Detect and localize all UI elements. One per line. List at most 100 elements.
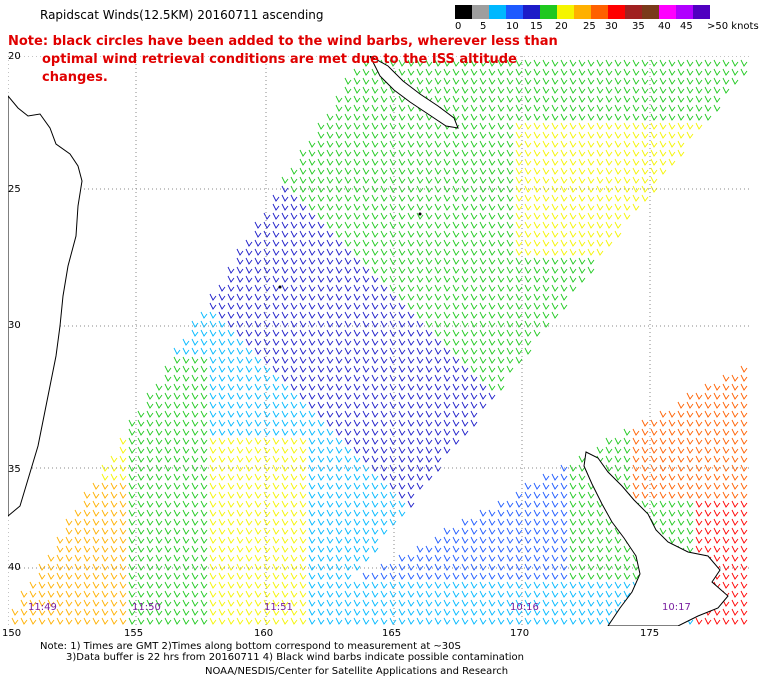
- wind-barb: [470, 203, 478, 211]
- wind-barb: [713, 554, 721, 562]
- wind-barb: [155, 608, 163, 616]
- wind-barb: [344, 239, 352, 247]
- wind-barb: [245, 455, 253, 463]
- wind-barb: [713, 482, 721, 490]
- wind-barb: [479, 212, 487, 220]
- wind-barb: [227, 419, 235, 427]
- wind-barb: [326, 176, 334, 184]
- wind-barb: [569, 491, 577, 499]
- wind-barb: [362, 473, 370, 481]
- wind-barb: [245, 509, 253, 517]
- wind-barb: [164, 608, 172, 616]
- wind-barb: [407, 419, 415, 427]
- wind-barb: [416, 554, 424, 562]
- wind-barb: [515, 275, 523, 283]
- wind-barb: [515, 491, 523, 499]
- wind-barb: [578, 221, 586, 229]
- wind-barb: [398, 266, 406, 274]
- wind-barb: [506, 122, 514, 130]
- wind-barb: [380, 149, 388, 157]
- wind-barb: [551, 230, 559, 238]
- wind-barb: [596, 599, 604, 607]
- wind-barb: [335, 302, 343, 310]
- wind-barb: [722, 527, 730, 535]
- wind-barb: [677, 86, 685, 94]
- wind-barb: [245, 608, 253, 616]
- wind-barb: [416, 446, 424, 454]
- wind-barb: [389, 140, 397, 148]
- wind-barb: [461, 113, 469, 121]
- wind-barb: [479, 401, 487, 409]
- wind-barb: [479, 113, 487, 121]
- wind-barb: [56, 599, 64, 607]
- wind-barb: [524, 554, 532, 562]
- wind-barb: [461, 221, 469, 229]
- wind-barb: [497, 131, 505, 139]
- wind-barb: [380, 437, 388, 445]
- wind-barb: [398, 230, 406, 238]
- wind-barb: [119, 545, 127, 553]
- wind-barb: [497, 356, 505, 364]
- wind-barb: [452, 608, 460, 616]
- wind-barb: [425, 563, 433, 571]
- wind-barb: [533, 59, 541, 67]
- wind-barb: [578, 239, 586, 247]
- wind-barb: [263, 230, 271, 238]
- wind-barb: [380, 572, 388, 580]
- wind-barb: [362, 140, 370, 148]
- wind-barb: [614, 599, 622, 607]
- wind-barb: [155, 491, 163, 499]
- wind-barb: [371, 329, 379, 337]
- wind-barb: [524, 509, 532, 517]
- wind-barb: [299, 617, 307, 625]
- wind-barb: [380, 239, 388, 247]
- wind-barb: [533, 536, 541, 544]
- wind-barb: [182, 590, 190, 598]
- wind-barb: [632, 158, 640, 166]
- wind-barb: [605, 104, 613, 112]
- wind-barb: [470, 167, 478, 175]
- wind-barb: [686, 536, 694, 544]
- wind-barb: [389, 230, 397, 238]
- wind-barb: [434, 203, 442, 211]
- wind-barb: [524, 194, 532, 202]
- wind-barb: [227, 617, 235, 625]
- wind-barb: [416, 374, 424, 382]
- wind-barb: [452, 113, 460, 121]
- wind-barb: [38, 608, 46, 616]
- wind-barb: [281, 590, 289, 598]
- wind-barb: [461, 347, 469, 355]
- wind-barb: [272, 482, 280, 490]
- wind-barb: [371, 608, 379, 616]
- wind-barb: [605, 77, 613, 85]
- wind-barb: [272, 311, 280, 319]
- wind-barb: [407, 563, 415, 571]
- wind-barb: [551, 581, 559, 589]
- wind-barb: [497, 221, 505, 229]
- wind-barb: [263, 239, 271, 247]
- wind-barb: [344, 320, 352, 328]
- wind-barb: [389, 581, 397, 589]
- wind-barb: [182, 572, 190, 580]
- wind-barb: [245, 500, 253, 508]
- wind-barb: [740, 428, 748, 436]
- wind-barb: [551, 77, 559, 85]
- wind-barb: [119, 581, 127, 589]
- wind-barb: [308, 347, 316, 355]
- wind-barb: [236, 509, 244, 517]
- wind-barb: [740, 518, 748, 526]
- wind-barb: [407, 410, 415, 418]
- wind-barb: [155, 401, 163, 409]
- wind-barb: [443, 545, 451, 553]
- wind-barb: [245, 257, 253, 265]
- wind-barb: [407, 320, 415, 328]
- wind-barb: [362, 230, 370, 238]
- wind-barb: [704, 86, 712, 94]
- wind-barb: [623, 545, 631, 553]
- wind-barb: [578, 581, 586, 589]
- wind-barb: [65, 599, 73, 607]
- wind-barb: [650, 419, 658, 427]
- wind-barb: [497, 608, 505, 616]
- wind-barb: [668, 455, 676, 463]
- wind-barb: [389, 113, 397, 121]
